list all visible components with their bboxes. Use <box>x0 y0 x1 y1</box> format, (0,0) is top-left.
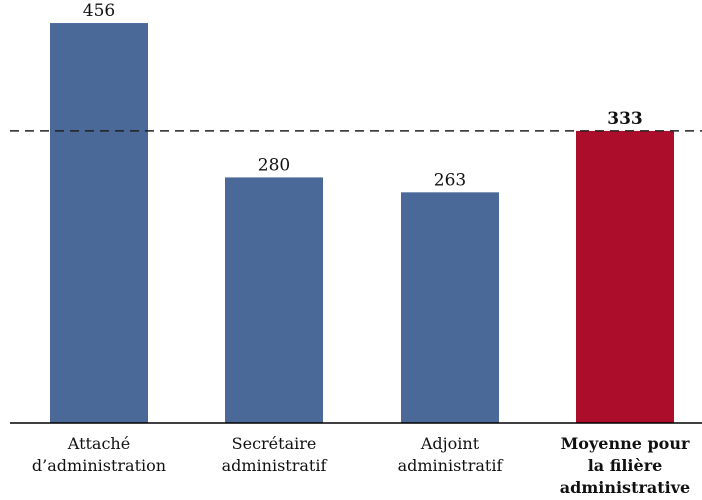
value-label: 280 <box>258 155 290 175</box>
bar-1 <box>50 23 148 424</box>
value-labels: 456 280 263 333 <box>83 1 643 190</box>
category-label-line: Secrétaire <box>232 434 317 453</box>
category-label-line: d’administration <box>32 456 166 475</box>
bar-3 <box>401 192 499 423</box>
bars <box>50 23 674 424</box>
bar-2 <box>225 177 323 423</box>
bar-average <box>576 130 674 423</box>
category-label-line: administrative <box>560 478 690 497</box>
category-label-line: Moyenne pour <box>561 434 690 453</box>
category-label-line: Attaché <box>67 434 130 453</box>
category-label-line: Adjoint <box>420 434 480 453</box>
value-label: 456 <box>83 1 115 21</box>
category-label-line: administratif <box>398 456 504 475</box>
category-label: Adjoint administratif <box>398 434 504 475</box>
category-label: Secrétaire administratif <box>222 434 328 475</box>
category-label-line: administratif <box>222 456 328 475</box>
category-labels: Attaché d’administration Secrétaire adminis… <box>32 434 690 497</box>
value-label: 333 <box>607 109 643 129</box>
value-label: 263 <box>434 170 466 190</box>
category-label: Moyenne pour la filière administrative <box>560 434 690 497</box>
category-label: Attaché d’administration <box>32 434 166 475</box>
category-label-line: la filière <box>588 456 663 475</box>
